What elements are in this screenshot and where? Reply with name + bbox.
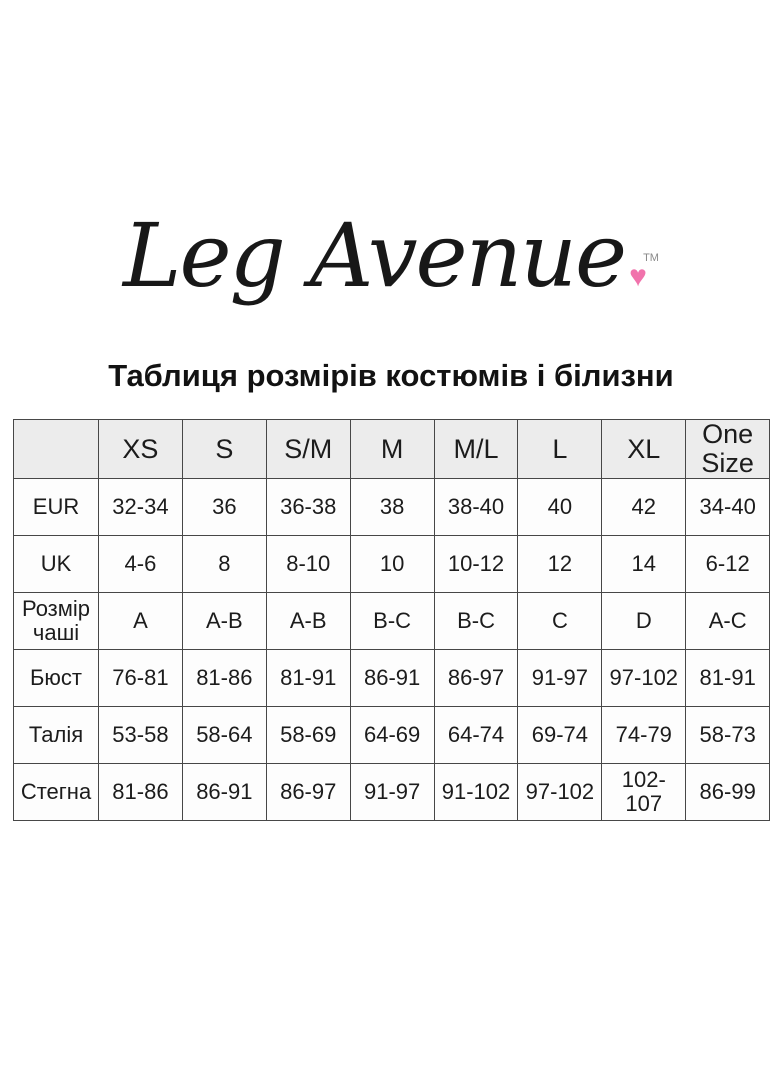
- size-cell: 42: [601, 478, 687, 537]
- header-cell-onesize: One Size: [685, 418, 771, 480]
- size-cell: 81-86: [98, 763, 183, 822]
- size-cell: 10: [349, 535, 435, 594]
- size-cell: 91-102: [433, 763, 519, 822]
- header-cell-xl: XL: [601, 418, 687, 480]
- table-row-eur: EUR 32-34 36 36-38 38 38-40 40 42 34-40: [13, 478, 771, 537]
- size-cell: 69-74: [517, 706, 603, 765]
- table-row-cup: Розмір чаші A A-B A-B B-C B-C C D A-C: [13, 592, 771, 651]
- header-cell-empty: [13, 418, 99, 480]
- size-cell: 86-97: [265, 763, 351, 822]
- size-cell: 12: [517, 535, 603, 594]
- size-cell: A-B: [181, 592, 267, 651]
- table-row-waist: Талія 53-58 58-64 58-69 64-69 64-74 69-7…: [13, 706, 771, 765]
- logo-suffix: TM ♥: [629, 252, 659, 293]
- row-label: Стегна: [13, 763, 99, 822]
- size-cell: 4-6: [98, 535, 183, 594]
- size-cell: 8: [181, 535, 267, 594]
- size-cell: 81-91: [685, 649, 771, 708]
- table-header-row: XS S S/M M M/L L XL One Size: [13, 418, 771, 480]
- row-label: Талія: [13, 706, 99, 765]
- table-row-hips: Стегна 81-86 86-91 86-97 91-97 91-102 97…: [13, 763, 771, 822]
- brand-logo: Leg Avenue TM ♥: [0, 196, 782, 326]
- size-cell: 10-12: [433, 535, 519, 594]
- size-cell: 97-102: [601, 649, 687, 708]
- size-cell: 81-91: [265, 649, 351, 708]
- size-cell: 36: [181, 478, 267, 537]
- size-cell: 86-91: [181, 763, 267, 822]
- size-cell: 34-40: [685, 478, 771, 537]
- size-cell: 6-12: [685, 535, 771, 594]
- size-cell: 76-81: [98, 649, 183, 708]
- size-cell: 74-79: [601, 706, 687, 765]
- size-cell: 38: [349, 478, 435, 537]
- size-cell: 81-86: [181, 649, 267, 708]
- size-cell: 102-107: [601, 763, 687, 822]
- size-cell: A: [98, 592, 183, 651]
- size-cell: 86-97: [433, 649, 519, 708]
- header-cell-xs: XS: [98, 418, 183, 480]
- size-cell: A-C: [685, 592, 771, 651]
- size-cell: 53-58: [98, 706, 183, 765]
- size-cell: 58-73: [685, 706, 771, 765]
- size-cell: 86-91: [349, 649, 435, 708]
- size-cell: 38-40: [433, 478, 519, 537]
- header-cell-m: M: [349, 418, 435, 480]
- size-cell: 8-10: [265, 535, 351, 594]
- size-cell: 58-64: [181, 706, 267, 765]
- size-cell: B-C: [349, 592, 435, 651]
- size-cell: 58-69: [265, 706, 351, 765]
- header-cell-s: S: [181, 418, 267, 480]
- size-cell: 91-97: [349, 763, 435, 822]
- table-row-bust: Бюст 76-81 81-86 81-91 86-91 86-97 91-97…: [13, 649, 771, 708]
- table-row-uk: UK 4-6 8 8-10 10 10-12 12 14 6-12: [13, 535, 771, 594]
- size-cell: 40: [517, 478, 603, 537]
- heart-icon: ♥: [629, 260, 647, 293]
- size-cell: 86-99: [685, 763, 771, 822]
- header-cell-ml: M/L: [433, 418, 519, 480]
- size-cell: 32-34: [98, 478, 183, 537]
- row-label: Бюст: [13, 649, 99, 708]
- row-label: UK: [13, 535, 99, 594]
- size-cell: 97-102: [517, 763, 603, 822]
- header-cell-l: L: [517, 418, 603, 480]
- size-cell: D: [601, 592, 687, 651]
- row-label: Розмір чаші: [13, 592, 99, 651]
- size-cell: C: [517, 592, 603, 651]
- trademark-symbol: TM: [643, 252, 659, 264]
- size-cell: 64-74: [433, 706, 519, 765]
- page-title: Таблиця розмірів костюмів і білизни: [108, 358, 674, 393]
- row-label: EUR: [13, 478, 99, 537]
- size-cell: 64-69: [349, 706, 435, 765]
- size-table: XS S S/M M M/L L XL One Size EUR 32-34 3…: [13, 418, 771, 822]
- size-cell: B-C: [433, 592, 519, 651]
- header-cell-sm: S/M: [265, 418, 351, 480]
- size-cell: 36-38: [265, 478, 351, 537]
- size-cell: 91-97: [517, 649, 603, 708]
- size-cell: 14: [601, 535, 687, 594]
- brand-logo-text: Leg Avenue: [123, 204, 627, 307]
- size-cell: A-B: [265, 592, 351, 651]
